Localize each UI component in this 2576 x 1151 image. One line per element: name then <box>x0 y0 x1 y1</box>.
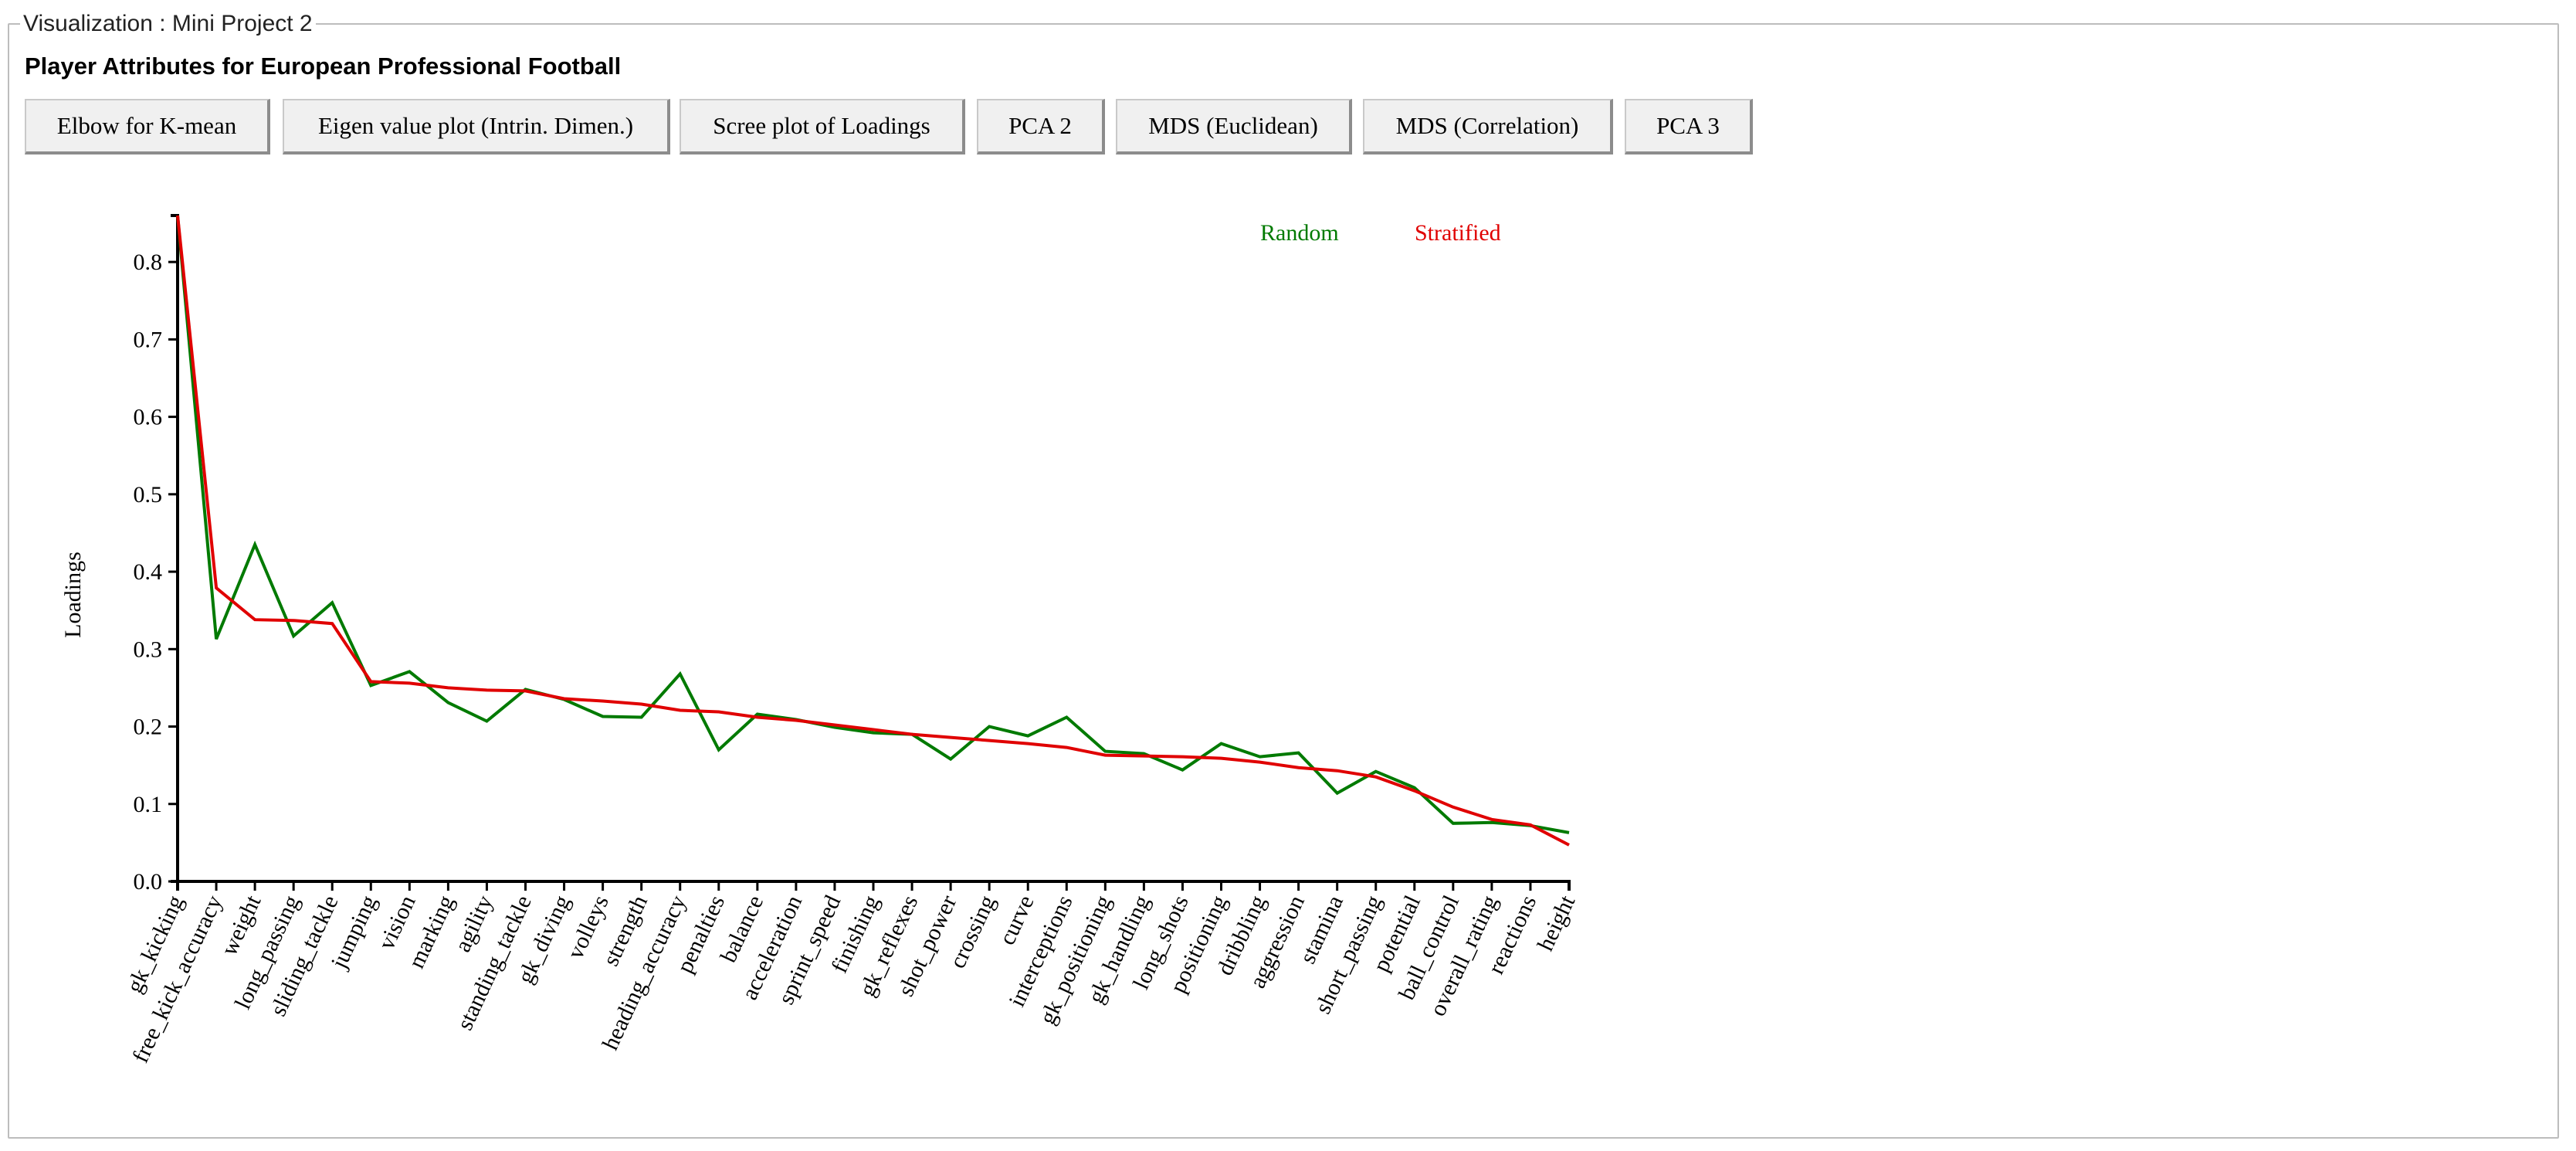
y-tick-label: 0.6 <box>134 405 163 430</box>
mds-correlation-button[interactable]: MDS (Correlation) <box>1363 99 1613 154</box>
y-axis-label: Loadings <box>60 552 86 638</box>
pca3-button[interactable]: PCA 3 <box>1625 99 1753 154</box>
legend-random: Random <box>1260 220 1339 246</box>
y-tick-label: 0.3 <box>134 637 163 662</box>
series-lines <box>176 215 1570 847</box>
elbow-kmean-button[interactable]: Elbow for K-mean <box>25 99 270 154</box>
y-tick-label: 0.1 <box>134 792 163 817</box>
series-line-random <box>176 215 1570 834</box>
pca2-button[interactable]: PCA 2 <box>977 99 1105 154</box>
y-tick-label: 0.8 <box>134 250 163 275</box>
y-tick-label: 0.7 <box>134 327 163 352</box>
series-line-stratified <box>176 215 1570 847</box>
y-tick-label: 0.5 <box>134 482 163 508</box>
y-axis: 0.0 0.1 0.2 0.3 0.4 0.5 0.6 0.7 0.8 <box>134 214 179 895</box>
mds-euclidean-button[interactable]: MDS (Euclidean) <box>1116 99 1352 154</box>
page-title: Player Attributes for European Professio… <box>25 53 622 80</box>
x-axis: gk_kickingfree_kick_accuracyweightlong_p… <box>121 880 1581 1067</box>
main-frame: Visualization : Mini Project 2 <box>8 11 2559 1139</box>
chart-legend: Random Stratified <box>1260 220 1501 246</box>
legend-stratified: Stratified <box>1415 220 1501 246</box>
eigen-value-plot-button[interactable]: Eigen value plot (Intrin. Dimen.) <box>283 99 670 154</box>
y-tick-label: 0.0 <box>134 869 163 895</box>
x-tick-label: height <box>1533 891 1581 955</box>
y-tick-label: 0.2 <box>134 715 163 740</box>
frame-legend: Visualization : Mini Project 2 <box>23 11 313 36</box>
y-axis-line <box>171 214 179 883</box>
y-tick-label: 0.4 <box>134 559 163 585</box>
scree-plot-loadings-button[interactable]: Scree plot of Loadings <box>680 99 965 154</box>
